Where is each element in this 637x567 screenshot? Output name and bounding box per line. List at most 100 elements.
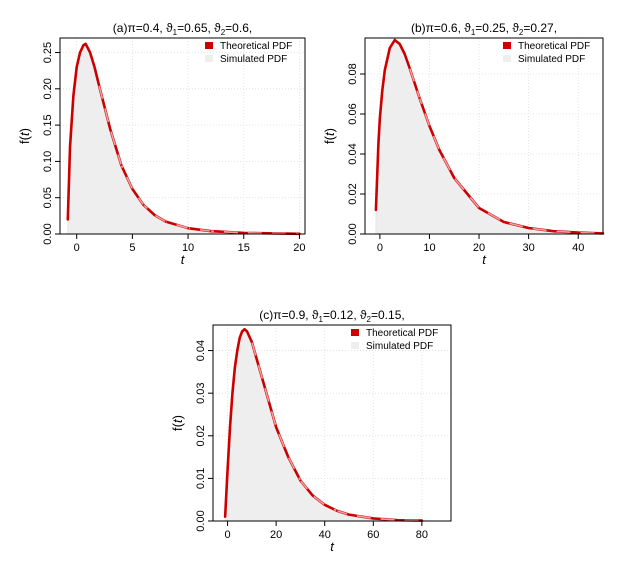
pdf-point xyxy=(241,330,244,333)
theoretical-pdf-line xyxy=(374,38,605,235)
pdf-point xyxy=(348,513,350,516)
x-tick-label: 0 xyxy=(74,242,80,254)
pdf-point xyxy=(231,392,234,395)
pdf-point xyxy=(93,66,96,68)
chart-title: (b)π=0.6, ϑ1=0.25, ϑ2=0.27, xyxy=(411,21,557,37)
legend-swatch xyxy=(205,42,213,49)
pdf-point xyxy=(233,366,236,369)
legend-label: Theoretical PDF xyxy=(518,41,590,52)
pdf-point xyxy=(79,51,81,54)
pdf-point xyxy=(236,349,239,352)
pdf-point xyxy=(393,39,396,41)
pdf-point xyxy=(209,230,212,232)
pdf-point xyxy=(98,84,100,87)
pdf-point xyxy=(453,177,456,179)
pdf-point xyxy=(398,43,401,45)
y-axis-label: f(t) xyxy=(17,128,32,144)
pdf-point xyxy=(388,47,391,49)
legend-label: Simulated PDF xyxy=(518,54,585,65)
y-axis-label: f(t) xyxy=(322,128,337,144)
x-tick-label: 30 xyxy=(523,242,535,254)
pdf-point xyxy=(72,95,75,97)
pdf-point xyxy=(438,149,441,151)
pdf-point xyxy=(103,106,106,108)
y-tick-label: 0.15 xyxy=(42,114,54,135)
pdf-point xyxy=(577,231,580,234)
y-tick-label: 0.00 xyxy=(195,510,207,531)
pdf-point xyxy=(377,143,380,145)
x-axis-label: t xyxy=(482,252,487,267)
plot-frame xyxy=(59,37,306,235)
pdf-point xyxy=(478,207,480,209)
pdf-point xyxy=(428,125,431,127)
pdf-point xyxy=(224,515,227,518)
y-tick-label: 0.02 xyxy=(347,183,359,204)
chart-title: (c)π=0.9, ϑ1=0.12, ϑ2=0.15, xyxy=(259,308,404,324)
y-tick-label: 0.00 xyxy=(42,223,54,244)
x-tick-label: 20 xyxy=(270,529,282,541)
pdf-point xyxy=(120,164,123,166)
legend-swatch xyxy=(351,342,359,349)
pdf-point xyxy=(131,188,134,190)
pdf-point xyxy=(378,117,381,119)
x-tick-label: 10 xyxy=(423,242,435,254)
pdf-point xyxy=(383,69,386,71)
y-tick-label: 0.25 xyxy=(42,42,54,63)
pdf-point xyxy=(375,209,377,211)
pdf-point xyxy=(403,53,406,55)
pdf-point xyxy=(82,44,85,47)
pdf-point xyxy=(75,66,78,68)
pdf-point xyxy=(69,145,71,148)
pdf-point xyxy=(142,204,145,206)
pdf-point xyxy=(229,426,231,429)
y-tick-label: 0.10 xyxy=(42,151,54,172)
pdf-point xyxy=(109,127,112,130)
legend-swatch xyxy=(205,55,213,62)
x-axis-label: t xyxy=(181,252,186,267)
x-tick-label: 20 xyxy=(473,242,485,254)
x-tick-label: 60 xyxy=(367,529,379,541)
chart-panel-a: 0 5 10 15 20 0.00 0.05 0.10 0.15 0.20 0.25 t f(t) (a)… xyxy=(17,21,306,267)
pdf-point xyxy=(311,494,314,497)
pdf-point xyxy=(275,426,278,429)
x-tick-label: 20 xyxy=(293,242,305,254)
chart-panel-b: 0 10 20 30 40 0.00 0.02 0.04 0.06 0.08 t f(t) (b)π=0… xyxy=(322,21,605,267)
legend-swatch xyxy=(503,55,511,62)
pdf-point xyxy=(418,97,421,99)
simulated-pdf-line xyxy=(251,341,422,522)
x-tick-label: 5 xyxy=(129,242,135,254)
pdf-point xyxy=(66,218,69,221)
legend-label: Simulated PDF xyxy=(220,54,287,65)
y-tick-label: 0.04 xyxy=(347,143,359,164)
simulated-pdf-area xyxy=(67,44,300,235)
pdf-point xyxy=(153,214,156,217)
legend-label: Theoretical PDF xyxy=(366,328,438,339)
x-tick-label: 40 xyxy=(572,242,584,254)
x-tick-label: 10 xyxy=(182,242,194,254)
pdf-point xyxy=(226,468,229,471)
pdf-point xyxy=(89,51,91,54)
x-tick-label: 80 xyxy=(416,529,428,541)
pdf-point xyxy=(238,336,241,339)
pdf-point xyxy=(335,509,338,512)
chart-panel-c: 0 20 40 60 80 0.00 0.01 0.02 0.03 0.04 t f(t) (c)π=0… xyxy=(170,308,452,554)
pdf-point xyxy=(299,479,302,482)
pdf-point xyxy=(187,227,189,230)
y-tick-label: 0.02 xyxy=(195,425,207,446)
y-tick-label: 0.05 xyxy=(42,187,54,208)
pdf-point xyxy=(250,341,253,343)
y-tick-label: 0.01 xyxy=(195,468,207,489)
pdf-point xyxy=(408,67,411,69)
x-tick-label: 15 xyxy=(238,242,250,254)
y-tick-label: 0.20 xyxy=(42,78,54,99)
pdf-point xyxy=(263,383,265,386)
y-axis-label: f(t) xyxy=(170,415,185,431)
plot-frame xyxy=(364,37,604,235)
x-axis-label: t xyxy=(330,539,335,554)
y-tick-label: 0.04 xyxy=(195,340,207,361)
y-tick-label: 0.00 xyxy=(347,223,359,244)
pdf-point xyxy=(552,230,555,233)
pdf-point xyxy=(84,42,87,45)
pdf-point xyxy=(164,220,167,223)
